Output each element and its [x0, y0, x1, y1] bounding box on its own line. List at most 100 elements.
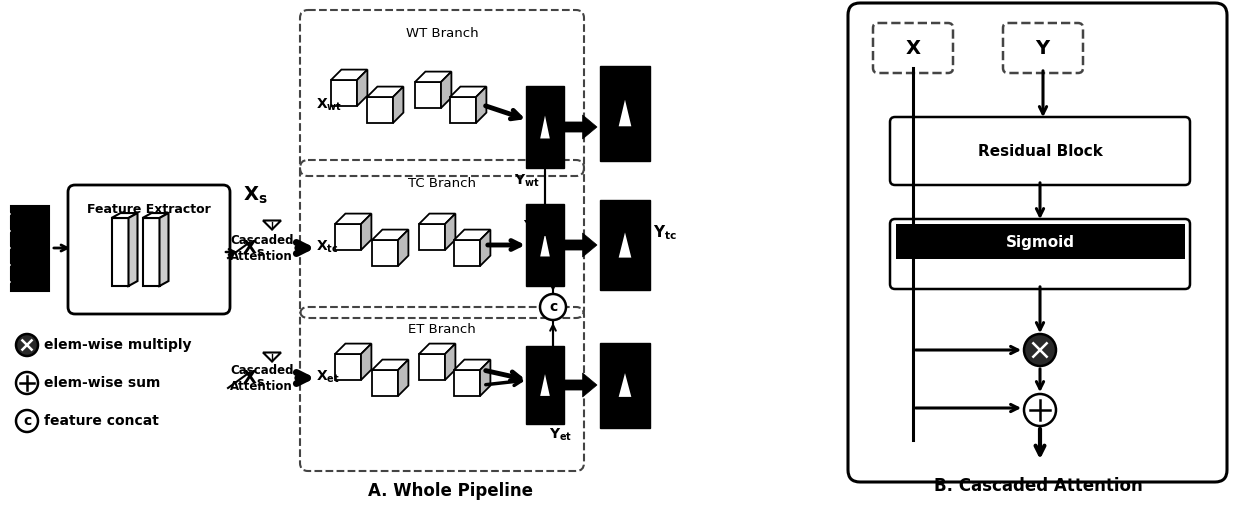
Polygon shape: [565, 373, 596, 397]
Text: Cascaded: Cascaded: [229, 365, 294, 377]
Polygon shape: [372, 359, 408, 370]
Polygon shape: [445, 214, 455, 250]
Polygon shape: [367, 97, 393, 123]
Polygon shape: [454, 370, 480, 396]
Text: Sigmoid: Sigmoid: [1006, 234, 1075, 249]
Polygon shape: [335, 354, 361, 380]
Text: TC Branch: TC Branch: [408, 177, 476, 190]
Polygon shape: [6, 242, 11, 254]
Text: elem-wise sum: elem-wise sum: [43, 376, 160, 390]
Bar: [143, 218, 160, 286]
Circle shape: [16, 410, 38, 432]
Polygon shape: [454, 229, 490, 240]
Polygon shape: [441, 72, 451, 108]
Polygon shape: [143, 213, 169, 218]
Polygon shape: [372, 240, 398, 266]
FancyBboxPatch shape: [890, 219, 1190, 289]
Bar: [526, 346, 564, 424]
Polygon shape: [541, 116, 549, 138]
Polygon shape: [619, 232, 631, 258]
Polygon shape: [454, 240, 480, 266]
Polygon shape: [541, 233, 549, 257]
FancyBboxPatch shape: [890, 117, 1190, 185]
Polygon shape: [335, 214, 372, 224]
Text: feature concat: feature concat: [43, 414, 159, 428]
Text: $\mathbf{Y_{wt}}$: $\mathbf{Y_{wt}}$: [515, 173, 539, 189]
Bar: [11, 205, 50, 290]
Bar: [600, 66, 650, 160]
Polygon shape: [480, 359, 490, 396]
Text: $\mathbf{Y_{wt}}$: $\mathbf{Y_{wt}}$: [523, 219, 548, 235]
Polygon shape: [445, 344, 455, 380]
Polygon shape: [565, 115, 596, 139]
Text: $\mathbf{Y_{et}}$: $\mathbf{Y_{et}}$: [549, 427, 572, 443]
Polygon shape: [415, 82, 441, 108]
Text: c: c: [22, 414, 31, 428]
Bar: [600, 343, 650, 428]
Polygon shape: [393, 87, 403, 123]
Text: $\mathbf{Y_{tc}}$: $\mathbf{Y_{tc}}$: [653, 224, 677, 242]
Bar: [526, 86, 564, 168]
Text: $\mathbf{X_s}$: $\mathbf{X_s}$: [242, 238, 264, 258]
Bar: [112, 218, 129, 286]
Text: Attention: Attention: [229, 249, 293, 263]
Polygon shape: [419, 224, 445, 250]
Polygon shape: [129, 213, 138, 286]
Text: $\mathbf{X_s}$: $\mathbf{X_s}$: [242, 368, 264, 388]
Polygon shape: [335, 224, 361, 250]
Polygon shape: [480, 229, 490, 266]
Polygon shape: [331, 80, 357, 106]
Text: $\mathbf{X_{et}}$: $\mathbf{X_{et}}$: [316, 369, 340, 385]
Text: A. Whole Pipeline: A. Whole Pipeline: [367, 482, 532, 500]
Text: $\mathbf{X_{wt}}$: $\mathbf{X_{wt}}$: [316, 97, 342, 113]
Circle shape: [539, 294, 565, 320]
Polygon shape: [415, 72, 451, 82]
Polygon shape: [331, 70, 367, 80]
FancyBboxPatch shape: [848, 3, 1228, 482]
Polygon shape: [6, 276, 11, 288]
Polygon shape: [565, 233, 596, 257]
Polygon shape: [357, 70, 367, 106]
Polygon shape: [6, 225, 11, 237]
Polygon shape: [367, 87, 403, 97]
Polygon shape: [398, 359, 408, 396]
Polygon shape: [476, 87, 486, 123]
Polygon shape: [6, 259, 11, 271]
Polygon shape: [6, 208, 11, 220]
Text: Feature Extractor: Feature Extractor: [87, 203, 211, 216]
Text: $\mathbf{X_s}$: $\mathbf{X_s}$: [243, 184, 268, 206]
Text: B. Cascaded Attention: B. Cascaded Attention: [934, 477, 1142, 495]
Polygon shape: [112, 213, 138, 218]
Polygon shape: [454, 359, 490, 370]
Polygon shape: [372, 229, 408, 240]
Text: $\mathbf{X_{tc}}$: $\mathbf{X_{tc}}$: [316, 239, 339, 255]
Polygon shape: [398, 229, 408, 266]
Polygon shape: [419, 354, 445, 380]
Bar: [600, 200, 650, 290]
Polygon shape: [361, 344, 372, 380]
Polygon shape: [541, 374, 549, 396]
Circle shape: [16, 372, 38, 394]
Circle shape: [1024, 334, 1056, 366]
Polygon shape: [419, 344, 455, 354]
Polygon shape: [361, 214, 372, 250]
Circle shape: [16, 334, 38, 356]
Polygon shape: [619, 100, 631, 126]
Circle shape: [1024, 394, 1056, 426]
Polygon shape: [419, 214, 455, 224]
Text: $\mathbf{Y}$: $\mathbf{Y}$: [1034, 38, 1052, 57]
Polygon shape: [619, 373, 631, 397]
FancyBboxPatch shape: [68, 185, 229, 314]
Text: Attention: Attention: [229, 379, 293, 393]
Text: ET Branch: ET Branch: [408, 323, 476, 336]
Text: Residual Block: Residual Block: [977, 143, 1102, 159]
Polygon shape: [160, 213, 169, 286]
Text: $\mathbf{X}$: $\mathbf{X}$: [905, 38, 921, 57]
Bar: [897, 224, 1185, 259]
Polygon shape: [450, 87, 486, 97]
Polygon shape: [335, 344, 372, 354]
Text: elem-wise multiply: elem-wise multiply: [43, 338, 191, 352]
Polygon shape: [372, 370, 398, 396]
Text: WT Branch: WT Branch: [405, 27, 479, 40]
Bar: [526, 204, 564, 286]
